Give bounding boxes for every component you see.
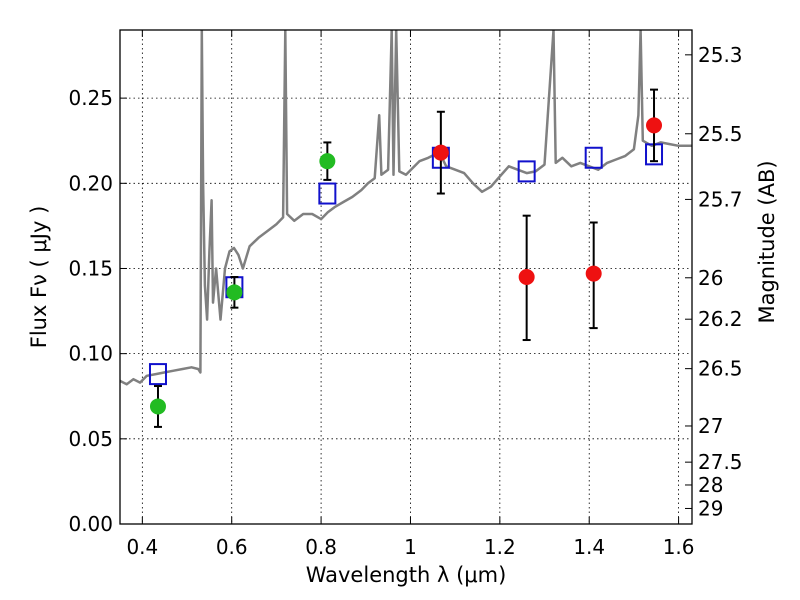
y-axis-label: Flux Fν ( μJy ) (27, 206, 51, 349)
red-data-point (432, 144, 449, 161)
y2-tick-label: 25.5 (698, 122, 743, 146)
y2-tick-label: 28 (698, 473, 723, 497)
x-tick-label: 1.4 (573, 535, 605, 559)
axis-ticks: 0.4 0.6 0.8 1 1.2 1.4 1.6 0.00 0.05 0.10 0.15 0.20 0… (68, 30, 743, 559)
x-tick-label: 0.8 (305, 535, 337, 559)
model-square-marker (584, 146, 603, 169)
model-square-marker (148, 363, 167, 386)
red-data-point (518, 269, 535, 285)
plot-frame (119, 29, 693, 525)
y-tick-label: 0.05 (68, 427, 113, 451)
spectrum-layer (120, 30, 692, 386)
y2-tick-label: 26.5 (698, 357, 743, 381)
y-tick-label: 0.10 (68, 342, 113, 366)
green-data-point (319, 153, 336, 170)
y-tick-label: 0.00 (68, 512, 113, 536)
red-data-point (585, 265, 602, 282)
y-tick-label: 0.25 (68, 86, 113, 110)
y2-axis-label: Magnitude (AB) (755, 160, 779, 323)
y2-tick-label: 25.7 (698, 187, 743, 211)
model-square-marker (517, 160, 536, 183)
x-tick-label: 1 (404, 535, 417, 559)
y2-tick-label: 26.2 (698, 307, 743, 331)
green-data-point (149, 398, 166, 415)
y-tick-label: 0.15 (68, 256, 113, 280)
red-data-point (646, 117, 663, 134)
x-axis-label: Wavelength λ (μm) (306, 563, 507, 587)
x-tick-label: 1.6 (663, 535, 695, 559)
model-square-marker (318, 182, 337, 205)
y2-tick-label: 26 (698, 266, 723, 290)
x-tick-label: 0.6 (216, 535, 248, 559)
y2-tick-label: 29 (698, 496, 723, 520)
marker-layer (148, 88, 664, 428)
y2-tick-label: 25.3 (698, 43, 743, 67)
y2-tick-label: 27.5 (698, 450, 743, 474)
green-data-point (226, 284, 243, 301)
y2-tick-label: 27 (698, 414, 723, 438)
x-tick-label: 1.2 (484, 535, 516, 559)
spectrum-line (120, 30, 692, 386)
y-tick-label: 0.20 (68, 171, 113, 195)
x-tick-label: 0.4 (126, 535, 158, 559)
